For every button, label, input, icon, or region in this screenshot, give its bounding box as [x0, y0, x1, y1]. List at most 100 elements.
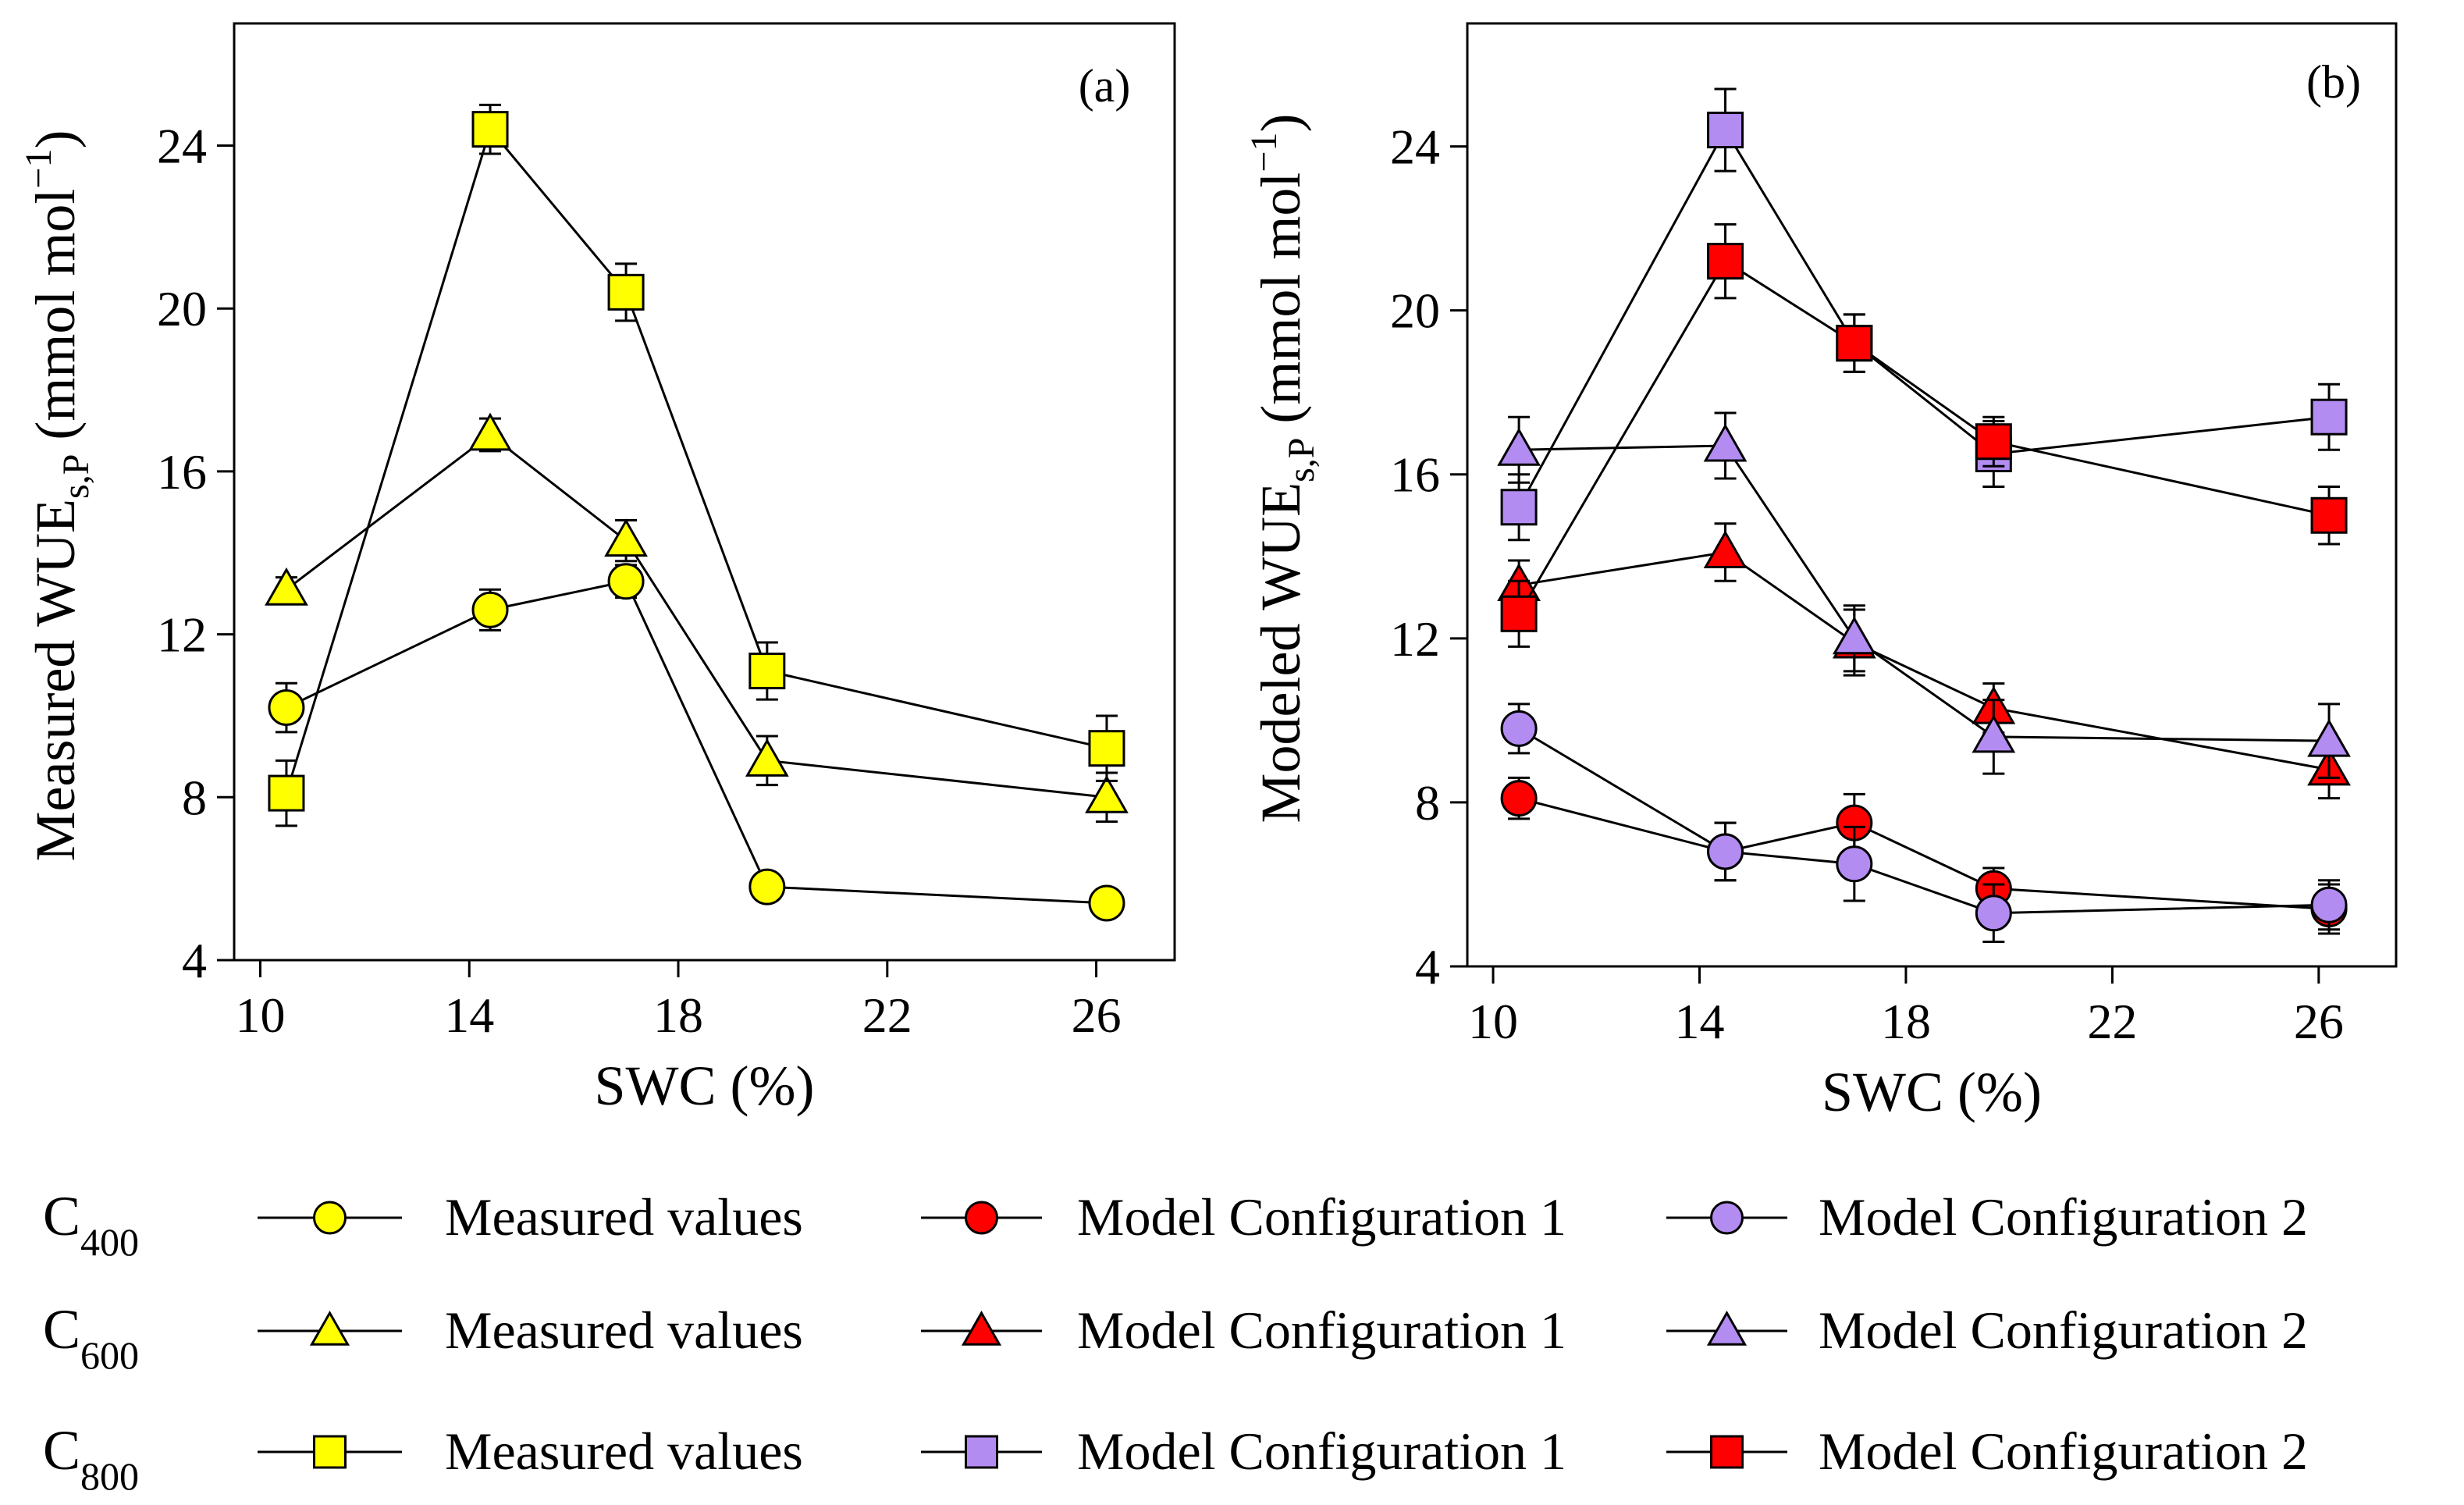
legend-marker — [309, 1310, 350, 1346]
series-line — [286, 580, 1108, 905]
data-point — [468, 412, 512, 451]
data-point — [1975, 423, 2012, 461]
series-line — [285, 126, 1108, 794]
legend-text: Measured values — [445, 1421, 803, 1481]
x-tick-label: 14 — [1675, 994, 1725, 1049]
legend-text: Model Configuration 2 — [1819, 1300, 2308, 1360]
y-axis-label-main: Modeled WUE — [1250, 482, 1312, 824]
data-point — [1703, 423, 1748, 462]
data-point — [1500, 780, 1538, 817]
data-point — [1088, 884, 1125, 922]
data-point — [265, 567, 308, 606]
y-axis-label-unit: (mmol mol — [24, 189, 87, 454]
legend-row-label: C800 — [43, 1419, 139, 1498]
x-axis-label: SWC (%) — [595, 1055, 815, 1117]
data-point — [607, 273, 645, 311]
data-point — [471, 591, 509, 628]
series-line — [1517, 259, 2330, 615]
data-point — [604, 518, 648, 557]
y-tick-label: 12 — [157, 607, 207, 663]
y-axis-label: Modeled WUEs,P (mmol mol−1) — [1243, 113, 1322, 823]
series-line — [1518, 728, 2330, 915]
legend-row-label-main: C — [43, 1419, 80, 1482]
legend-text: Measured values — [445, 1300, 803, 1360]
y-axis-label-main: Measured WUE — [24, 499, 87, 862]
legend-row-label-main: C — [43, 1185, 80, 1247]
x-tick-label: 22 — [2087, 994, 2137, 1049]
x-tick-label: 26 — [1072, 987, 1122, 1043]
legend-marker — [1710, 1435, 1744, 1469]
x-axis-label: SWC (%) — [1822, 1061, 2042, 1123]
legend: C400 Measured values Model Configuration 1… — [43, 1185, 2308, 1498]
panel-label: (b) — [2306, 56, 2361, 108]
legend-text: Model Configuration 1 — [1077, 1421, 1566, 1481]
data-point — [1500, 595, 1538, 632]
data-point — [2310, 496, 2348, 534]
y-tick-label: 8 — [1415, 775, 1440, 831]
y-axis-label-sub: s,P — [55, 454, 97, 499]
plot-frame — [1466, 22, 2398, 968]
data-point — [748, 868, 786, 905]
y-tick-label: 24 — [1390, 119, 1440, 175]
legend-marker — [965, 1201, 998, 1235]
y-axis-label-close: ) — [24, 130, 87, 149]
data-point — [1836, 845, 1873, 883]
legend-marker — [313, 1201, 347, 1235]
x-tick-label: 22 — [862, 987, 912, 1043]
data-point — [1500, 710, 1538, 747]
data-point — [1088, 730, 1125, 767]
legend-marker — [1706, 1310, 1748, 1346]
y-tick-label: 4 — [1415, 939, 1440, 994]
data-point — [1975, 895, 2012, 932]
x-tick-label: 18 — [1881, 994, 1931, 1049]
x-tick-label: 18 — [653, 987, 703, 1043]
y-tick-label: 24 — [157, 119, 207, 174]
plot-frame — [233, 22, 1176, 962]
y-tick-label: 12 — [1390, 611, 1440, 667]
data-point — [745, 738, 789, 777]
y-axis-label-unit: (mmol mol — [1250, 173, 1312, 438]
panel-b: 10 14 18 22 26 4 8 12 16 20 24 SWC (%) Modeled WUEs,… — [1243, 22, 2398, 1123]
data-point — [1836, 325, 1873, 362]
data-point — [1832, 616, 1876, 655]
data-point — [268, 774, 305, 812]
data-point — [2307, 718, 2351, 757]
series-line — [1519, 444, 2330, 742]
y-axis-label-sub: s,P — [1281, 438, 1322, 482]
data-point — [1085, 774, 1129, 813]
data-point — [471, 111, 509, 148]
legend-marker — [313, 1435, 347, 1469]
y-tick-label: 8 — [182, 770, 207, 825]
y-axis-label-sup: −1 — [18, 149, 59, 189]
legend-row-label-sub: 800 — [80, 1454, 139, 1498]
legend-row-label-sub: 400 — [80, 1220, 139, 1264]
x-tick-label: 10 — [235, 987, 285, 1043]
legend-row-label: C400 — [43, 1185, 139, 1264]
data-point — [1703, 530, 1748, 569]
legend-text: Model Configuration 1 — [1077, 1187, 1566, 1247]
y-tick-label: 16 — [1390, 447, 1440, 503]
legend-marker — [965, 1435, 998, 1469]
legend-text: Model Configuration 2 — [1819, 1187, 2308, 1247]
data-point — [2310, 886, 2348, 923]
data-point — [1497, 427, 1541, 466]
legend-row-label-main: C — [43, 1298, 80, 1361]
x-tick-label: 14 — [444, 987, 494, 1043]
series-line — [1518, 797, 2330, 910]
y-tick-label: 20 — [1390, 283, 1440, 339]
panel-a: 10 14 18 22 26 4 8 12 16 20 24 SWC (%) Measured WUEs… — [18, 22, 1176, 1117]
y-tick-label: 20 — [157, 281, 207, 336]
data-point — [748, 653, 786, 690]
data-point — [268, 689, 305, 727]
data-point — [1707, 112, 1744, 149]
y-axis-label-sup: −1 — [1243, 132, 1285, 172]
legend-row-label-sub: 600 — [80, 1333, 139, 1377]
legend-text: Measured values — [445, 1187, 803, 1247]
data-point — [1500, 489, 1538, 526]
panel-label: (a) — [1079, 60, 1131, 112]
legend-marker — [1710, 1201, 1744, 1235]
data-point — [1707, 243, 1744, 280]
data-point — [1707, 833, 1744, 870]
y-axis-label-close: ) — [1250, 113, 1312, 132]
y-tick-label: 4 — [182, 933, 207, 988]
